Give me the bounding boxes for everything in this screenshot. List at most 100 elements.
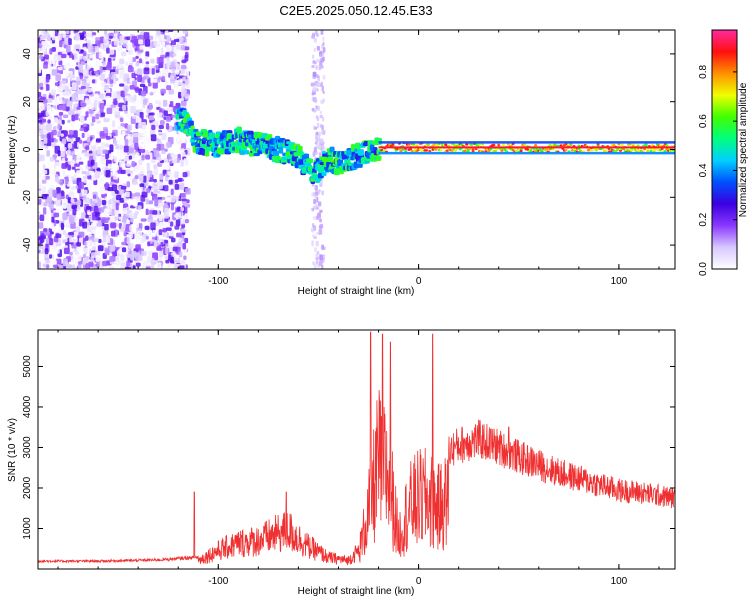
heatmap-cell xyxy=(101,200,107,206)
heatmap-cell xyxy=(38,119,43,123)
heatmap-cell xyxy=(453,149,457,152)
heatmap-cell xyxy=(503,148,507,152)
heatmap-cell xyxy=(42,164,47,171)
heatmap-cell xyxy=(169,172,174,180)
heatmap-cell xyxy=(169,160,173,165)
heatmap-cell xyxy=(119,83,125,87)
heatmap-cell xyxy=(178,91,182,99)
heatmap-cell xyxy=(139,111,144,120)
heatmap-cell xyxy=(85,145,90,151)
heatmap-cell xyxy=(321,190,324,196)
heatmap-cell xyxy=(135,55,139,60)
heatmap-cell xyxy=(312,32,316,37)
heatmap-cell xyxy=(96,120,101,124)
y-tick-label: 3000 xyxy=(22,436,33,459)
heatmap-cell xyxy=(180,91,186,97)
heatmap-cell xyxy=(180,159,185,167)
heatmap-cell xyxy=(104,217,109,223)
heatmap-cell xyxy=(311,223,315,228)
colorbar-tick-label: 0.8 xyxy=(698,64,709,78)
heatmap-cell xyxy=(108,73,113,78)
heatmap-cell xyxy=(126,36,131,41)
heatmap-cell xyxy=(163,110,168,117)
heatmap-cell xyxy=(42,84,47,92)
heatmap-cell xyxy=(104,223,109,231)
heatmap-cell xyxy=(139,83,146,88)
heatmap-cell xyxy=(171,94,176,100)
heatmap-cell xyxy=(109,98,113,106)
heatmap-cell xyxy=(114,216,118,221)
heatmap-cell xyxy=(162,68,169,77)
heatmap-cell xyxy=(146,173,150,181)
heatmap-cell xyxy=(333,168,340,176)
heatmap-cell xyxy=(122,39,128,44)
heatmap-cell xyxy=(120,185,127,190)
y-tick-label: 40 xyxy=(22,48,33,60)
heatmap-cell xyxy=(160,34,165,38)
heatmap-cell xyxy=(88,150,93,155)
heatmap-cell xyxy=(135,109,140,115)
heatmap-cell xyxy=(316,196,319,203)
heatmap-cell xyxy=(87,232,92,237)
heatmap-cell xyxy=(175,200,181,208)
heatmap-cell xyxy=(179,265,185,269)
heatmap-cell xyxy=(109,153,114,161)
heatmap-cell xyxy=(67,52,71,56)
heatmap-cell xyxy=(127,124,132,131)
heatmap-cell xyxy=(78,147,83,152)
heatmap-cell xyxy=(138,159,143,166)
heatmap-cell xyxy=(180,64,187,70)
heatmap-cell xyxy=(168,179,173,185)
heatmap-cell xyxy=(66,180,73,187)
heatmap-cell xyxy=(319,209,323,213)
heatmap-cell xyxy=(444,143,448,146)
heatmap-cell xyxy=(301,169,309,174)
heatmap-cell xyxy=(315,240,319,247)
heatmap-cell xyxy=(182,242,187,250)
heatmap-cell xyxy=(155,46,162,54)
heatmap-cell xyxy=(132,265,136,269)
heatmap-cell xyxy=(111,184,118,192)
heatmap-cell xyxy=(134,252,141,261)
heatmap-cell xyxy=(121,51,127,57)
heatmap-cell xyxy=(140,236,145,243)
heatmap-cell xyxy=(105,113,110,119)
heatmap-cell xyxy=(68,110,75,116)
heatmap-cell xyxy=(99,103,105,110)
heatmap-cell xyxy=(62,169,66,176)
heatmap-cell xyxy=(70,159,75,166)
heatmap-cell xyxy=(312,125,316,130)
heatmap-cell xyxy=(113,38,119,46)
heatmap-cell xyxy=(85,84,90,90)
heatmap-cell xyxy=(53,210,59,214)
heatmap-cell xyxy=(297,145,303,153)
heatmap-cell xyxy=(165,247,169,255)
heatmap-cell xyxy=(321,244,324,249)
heatmap-cell xyxy=(183,255,187,261)
heatmap-cell xyxy=(116,125,123,130)
heatmap-cell xyxy=(375,155,382,160)
heatmap-cell xyxy=(53,264,59,269)
heatmap-cell xyxy=(54,30,59,37)
heatmap-cell xyxy=(42,42,48,46)
heatmap-cell xyxy=(175,219,181,227)
heatmap-cell xyxy=(590,149,594,152)
heatmap-cell xyxy=(64,69,69,77)
heatmap-cell xyxy=(85,98,89,105)
heatmap-cell xyxy=(172,255,179,261)
heatmap-cell xyxy=(109,244,115,252)
heatmap-cell xyxy=(103,30,108,35)
heatmap-cell xyxy=(97,198,102,202)
heatmap-cell xyxy=(112,120,116,128)
heatmap-cell xyxy=(99,65,103,74)
heatmap-cell xyxy=(62,238,67,244)
heatmap-cell xyxy=(55,233,62,239)
heatmap-cell xyxy=(51,169,57,175)
heatmap-cell xyxy=(76,106,81,110)
heatmap-cell xyxy=(123,156,129,162)
x-tick-label: -100 xyxy=(208,276,228,287)
heatmap-cell xyxy=(153,150,160,158)
heatmap-cell xyxy=(141,250,147,256)
heatmap-cell xyxy=(119,160,126,168)
heatmap-cell xyxy=(71,119,75,128)
